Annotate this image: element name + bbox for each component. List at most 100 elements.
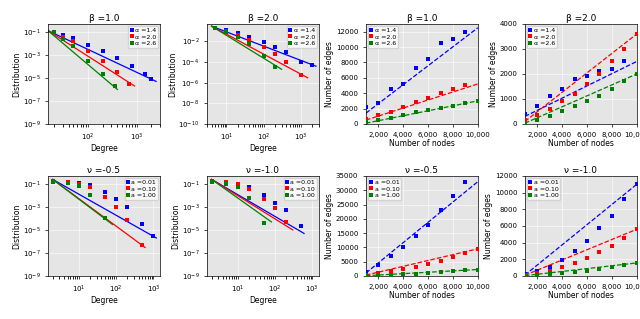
- Point: [259, 53, 269, 58]
- Point: [244, 186, 254, 191]
- Point: [386, 109, 396, 114]
- Point: [410, 65, 420, 70]
- Point: [460, 82, 470, 87]
- Point: [423, 271, 433, 276]
- Point: [545, 264, 555, 269]
- Point: [137, 242, 147, 248]
- Point: [296, 224, 306, 229]
- Point: [296, 72, 306, 77]
- Title: ν =-1.0: ν =-1.0: [246, 166, 280, 175]
- Point: [210, 26, 220, 31]
- Point: [74, 182, 84, 187]
- X-axis label: Number of nodes: Number of nodes: [389, 291, 455, 300]
- Y-axis label: Distribution: Distribution: [171, 203, 180, 249]
- Legend: α =1.4, α =2.0, α =2.6: α =1.4, α =2.0, α =2.6: [128, 26, 158, 48]
- Point: [582, 268, 592, 273]
- Point: [557, 86, 567, 92]
- Point: [520, 120, 530, 125]
- Point: [557, 264, 567, 269]
- Point: [270, 51, 280, 56]
- Point: [520, 272, 530, 277]
- Title: ν =-1.0: ν =-1.0: [564, 166, 597, 175]
- Point: [557, 257, 567, 263]
- X-axis label: Degree: Degree: [90, 296, 118, 305]
- Point: [147, 77, 157, 82]
- Point: [58, 34, 68, 39]
- Point: [557, 271, 567, 276]
- Point: [232, 182, 243, 187]
- Point: [112, 70, 122, 75]
- Legend: a =0.01, a =0.10, a =1.00: a =0.01, a =0.10, a =1.00: [125, 178, 158, 200]
- Point: [221, 182, 232, 187]
- Point: [473, 98, 483, 103]
- Point: [259, 220, 269, 226]
- Point: [607, 265, 617, 270]
- Point: [361, 120, 371, 125]
- Point: [100, 194, 110, 199]
- Legend: α =1.4, α =2.0, α =2.6: α =1.4, α =2.0, α =2.6: [368, 26, 398, 48]
- Y-axis label: Number of edges: Number of edges: [489, 41, 498, 107]
- X-axis label: Number of nodes: Number of nodes: [548, 139, 614, 148]
- Point: [632, 31, 640, 36]
- Point: [361, 269, 371, 274]
- Point: [58, 33, 68, 38]
- Point: [100, 189, 110, 195]
- Point: [112, 56, 122, 61]
- Point: [595, 226, 605, 231]
- Point: [373, 113, 383, 118]
- Point: [448, 269, 458, 274]
- Point: [410, 100, 420, 105]
- Point: [244, 196, 254, 201]
- Point: [98, 58, 108, 63]
- Point: [545, 106, 555, 111]
- Point: [545, 94, 555, 99]
- Point: [570, 76, 580, 81]
- Point: [410, 264, 420, 269]
- Point: [49, 30, 59, 35]
- Point: [423, 57, 433, 62]
- Point: [127, 64, 137, 69]
- Point: [620, 263, 630, 268]
- Point: [520, 111, 530, 116]
- Legend: α =1.4, α =2.0, α =2.6: α =1.4, α =2.0, α =2.6: [287, 26, 317, 48]
- Point: [607, 213, 617, 219]
- Point: [398, 81, 408, 86]
- Point: [398, 104, 408, 109]
- Point: [532, 104, 543, 109]
- Point: [83, 42, 93, 47]
- Point: [386, 115, 396, 120]
- Point: [632, 182, 640, 187]
- Point: [460, 250, 470, 256]
- Point: [68, 39, 79, 44]
- Point: [557, 109, 567, 114]
- Point: [620, 79, 630, 84]
- Point: [607, 243, 617, 249]
- Point: [296, 60, 306, 65]
- Point: [582, 99, 592, 104]
- Point: [620, 235, 630, 240]
- Point: [232, 31, 243, 36]
- Point: [221, 29, 232, 34]
- Point: [545, 268, 555, 273]
- Point: [545, 114, 555, 119]
- Point: [207, 178, 217, 183]
- Point: [570, 91, 580, 96]
- Point: [386, 269, 396, 274]
- Point: [595, 71, 605, 77]
- Title: β =2.0: β =2.0: [566, 14, 596, 23]
- Point: [281, 49, 291, 54]
- Point: [532, 272, 543, 278]
- Point: [520, 118, 530, 123]
- X-axis label: Number of nodes: Number of nodes: [389, 139, 455, 148]
- Point: [632, 71, 640, 77]
- Point: [62, 180, 72, 185]
- Point: [232, 182, 243, 187]
- Point: [62, 179, 72, 184]
- Point: [221, 179, 232, 184]
- Point: [259, 197, 269, 202]
- Point: [210, 26, 220, 31]
- Point: [448, 193, 458, 198]
- Point: [207, 178, 217, 183]
- Point: [148, 234, 159, 239]
- Point: [109, 84, 120, 89]
